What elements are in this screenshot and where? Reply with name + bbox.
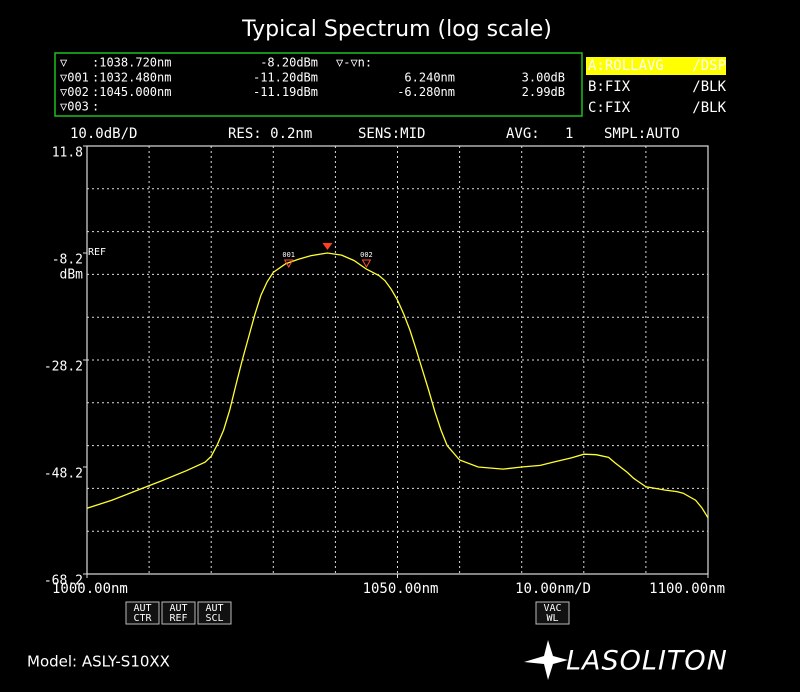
info-wavelength: :1032.480nm bbox=[92, 71, 171, 85]
button-label: SCL bbox=[205, 613, 223, 624]
setting: RES: 0.2nm bbox=[228, 126, 312, 142]
trace-mode: /BLK bbox=[692, 100, 726, 116]
logo: LASOLITON bbox=[524, 640, 728, 680]
peak-marker bbox=[322, 243, 333, 250]
button-label: AUT bbox=[133, 603, 151, 614]
button bbox=[197, 601, 232, 625]
button-label: WL bbox=[546, 613, 558, 624]
marker-label: 001 bbox=[282, 251, 295, 259]
ref-label: REF bbox=[88, 247, 106, 258]
marker bbox=[283, 259, 294, 269]
setting: SMPL:AUTO bbox=[604, 126, 680, 142]
y-tick-label: -68.2 bbox=[44, 574, 83, 589]
setting: SENS:MID bbox=[358, 126, 425, 142]
chart-title: Typical Spectrum (log scale) bbox=[241, 17, 552, 42]
button-label: AUT bbox=[205, 603, 223, 614]
y-unit: dBm bbox=[60, 268, 84, 283]
button bbox=[161, 601, 196, 625]
setting: AVG: 1 bbox=[506, 126, 573, 142]
button-label: REF bbox=[169, 613, 187, 624]
x-tick-label: 1000.00nm bbox=[52, 581, 128, 597]
logo-star bbox=[524, 640, 568, 680]
trace-name: C:FIX bbox=[588, 100, 631, 116]
info-wavelength: : bbox=[92, 100, 99, 114]
marker bbox=[361, 259, 372, 269]
info-delta-level: 3.00dB bbox=[522, 71, 565, 85]
setting: 10.0dB/D bbox=[70, 126, 137, 142]
info-wavelength: :1045.000nm bbox=[92, 85, 171, 99]
button bbox=[535, 601, 570, 625]
marker-label: 002 bbox=[360, 251, 373, 259]
info-marker: ▽002 bbox=[60, 85, 89, 99]
info-delta-level: 2.99dB bbox=[522, 85, 565, 99]
info-delta: -6.280nm bbox=[397, 85, 455, 99]
trace-name: B:FIX bbox=[588, 79, 631, 95]
y-tick-label: -8.2 bbox=[52, 253, 83, 268]
info-level: -8.20dBm bbox=[260, 56, 318, 70]
info-marker: ▽003 bbox=[60, 100, 89, 114]
x-tick-label: 1100.00nm bbox=[649, 581, 725, 597]
x-scale-label: 10.00nm/D bbox=[515, 581, 591, 597]
trace-mode: /BLK bbox=[692, 79, 726, 95]
button-label: AUT bbox=[169, 603, 187, 614]
y-tick-label: -28.2 bbox=[44, 360, 83, 375]
info-marker: ▽ bbox=[60, 56, 68, 70]
info-level: -11.19dBm bbox=[253, 85, 318, 99]
button-label: CTR bbox=[133, 613, 152, 624]
spectrum-line bbox=[86, 252, 709, 519]
info-marker: ▽001 bbox=[60, 71, 89, 85]
trace-mode: /DSP bbox=[692, 58, 726, 74]
info-box bbox=[54, 52, 583, 117]
logo-text: LASOLITON bbox=[566, 646, 728, 677]
info-level: -11.20dBm bbox=[253, 71, 318, 85]
trace-highlight bbox=[586, 57, 726, 75]
info-delta: 6.240nm bbox=[404, 71, 455, 85]
trace-name: A:ROLLAVG bbox=[588, 58, 664, 74]
button-label: VAC bbox=[543, 603, 561, 614]
button bbox=[125, 601, 160, 625]
y-tick-label: -48.2 bbox=[44, 467, 83, 482]
x-tick-label: 1050.00nm bbox=[363, 581, 439, 597]
info-delta-label: ▽-▽n: bbox=[336, 56, 372, 70]
info-wavelength: :1038.720nm bbox=[92, 56, 171, 70]
model-label: Model: ASLY-S10XX bbox=[27, 653, 170, 671]
y-tick-label: 11.8 bbox=[52, 146, 83, 161]
